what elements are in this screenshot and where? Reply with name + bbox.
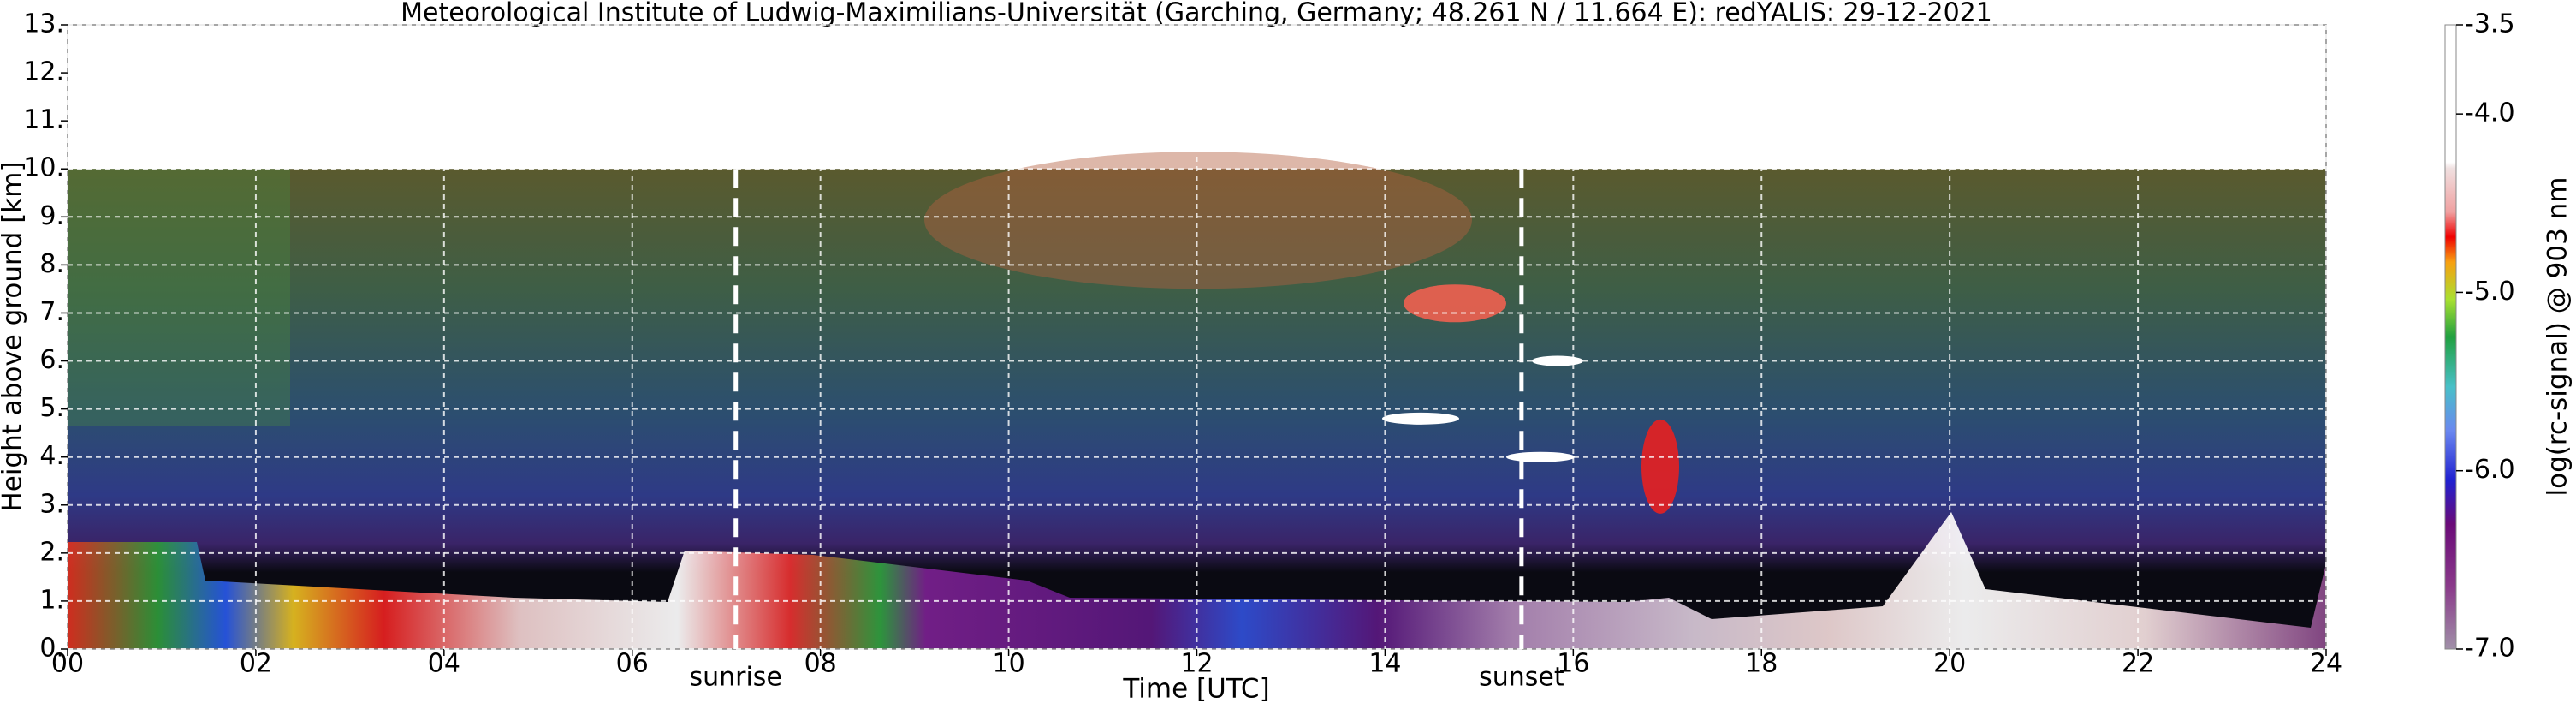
boundary-layer xyxy=(68,512,2326,649)
y-tick-label: 0. xyxy=(39,634,64,664)
backscatter-haze xyxy=(68,169,290,426)
cloud xyxy=(1382,412,1459,425)
y-tick-label: 11. xyxy=(23,105,64,135)
y-tick-label: 6. xyxy=(39,345,64,375)
y-tick-label: 13. xyxy=(23,9,64,39)
y-tick-label: 4. xyxy=(39,441,64,471)
y-tick-label: 3. xyxy=(39,489,64,519)
backscatter-haze xyxy=(924,152,1472,289)
x-axis-label: Time [UTC] xyxy=(1122,674,1269,705)
y-tick-label: 5. xyxy=(39,393,64,423)
y-tick-label: 8. xyxy=(39,249,64,279)
y-tick-label: 7. xyxy=(39,297,64,327)
y-tick-label: 10. xyxy=(23,153,64,183)
x-tick-label: 24 xyxy=(2310,649,2342,679)
x-tick-label: 06 xyxy=(616,649,649,679)
x-tick-label: 14 xyxy=(1368,649,1401,679)
y-tick-label: 12. xyxy=(23,57,64,87)
colorbar-tick-label: -6.0 xyxy=(2465,455,2515,485)
x-tick-label: 02 xyxy=(240,649,272,679)
x-tick-label: 18 xyxy=(1745,649,1778,679)
x-tick-label: 16 xyxy=(1557,649,1589,679)
chart-title: Meteorological Institute of Ludwig-Maxim… xyxy=(401,0,1992,28)
colorbar xyxy=(2444,24,2457,650)
x-tick-label: 22 xyxy=(2122,649,2154,679)
colorbar-tick-label: -5.0 xyxy=(2465,277,2515,307)
annotation-label: sunrise xyxy=(689,663,781,693)
x-tick-label: 04 xyxy=(428,649,460,679)
colorbar-label: log(rc-signal) @ 903 nm xyxy=(2543,176,2573,496)
cloud xyxy=(1641,419,1679,514)
y-tick-label: 2. xyxy=(39,537,64,567)
x-tick-label: 00 xyxy=(51,649,84,679)
colorbar-tick-label: -3.5 xyxy=(2465,9,2515,39)
colorbar-tick-label: -4.0 xyxy=(2465,98,2515,128)
x-tick-label: 20 xyxy=(1933,649,1966,679)
y-tick-label: 9. xyxy=(39,201,64,231)
cloud xyxy=(1404,284,1506,323)
x-tick-label: 08 xyxy=(804,649,837,679)
x-tick-label: 10 xyxy=(992,649,1024,679)
annotation-label: sunset xyxy=(1479,663,1564,693)
colorbar-tick-label: -7.0 xyxy=(2465,634,2515,664)
y-tick-label: 1. xyxy=(39,585,64,615)
y-axis-label: Height above ground [km] xyxy=(0,161,28,511)
x-tick-label: 12 xyxy=(1180,649,1213,679)
